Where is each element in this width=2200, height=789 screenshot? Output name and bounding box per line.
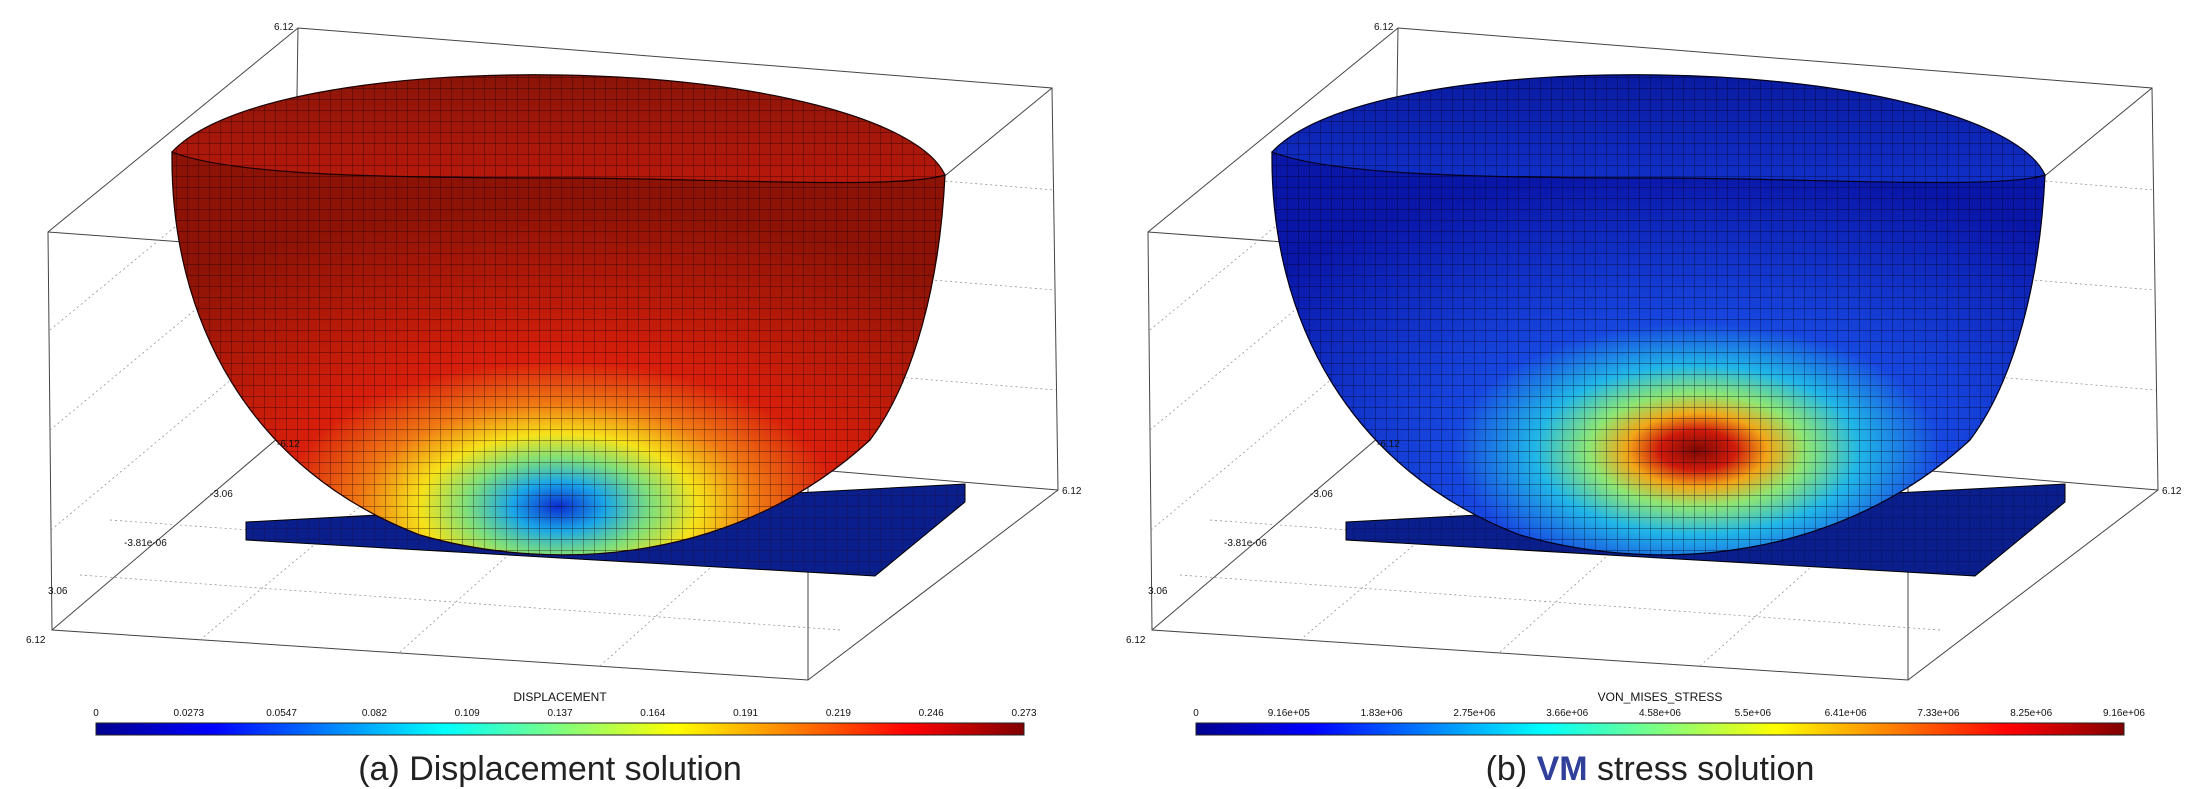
colorbar	[1195, 722, 2125, 736]
vm-stress-plot: 6.12 6.12 6.12 -6.12 -3.06 -3.81e-06 3.0…	[1126, 22, 2182, 736]
axis-label-top: 6.12	[274, 22, 294, 33]
colorbar-tick-label: 0.273	[1011, 708, 1037, 719]
colorbar-tick-label: 3.66e+06	[1546, 708, 1589, 719]
axis-label-y4: 3.06	[1148, 586, 1168, 597]
colorbar-tick-label: 0.082	[361, 708, 387, 719]
caption: (b) VM stress solution	[1100, 750, 2200, 789]
axis-label-left-bottom: 6.12	[26, 635, 46, 646]
colorbar-title: VON_MISES_STRESS	[1597, 690, 1723, 704]
colorbar-tick-label: 0.109	[454, 708, 480, 719]
axis-label-top: 6.12	[1374, 22, 1394, 33]
colorbar-title: DISPLACEMENT	[513, 690, 607, 704]
vm-stress-panel: 6.12 6.12 6.12 -6.12 -3.06 -3.81e-06 3.0…	[1100, 0, 2200, 789]
colorbar-tick-label: 8.25e+06	[2010, 708, 2053, 719]
displacement-panel: 6.12 6.12 6.12 -6.12 -3.06 -3.81e-06 3.0…	[0, 0, 1100, 789]
axis-label-y3: -3.81e-06	[124, 538, 167, 549]
colorbar-tick-label: 4.58e+06	[1639, 708, 1681, 719]
caption-highlight: VM	[1536, 750, 1588, 788]
colorbar-tick-label: 0.0547	[266, 708, 297, 719]
axis-label-y3: -3.81e-06	[1224, 538, 1267, 549]
colorbar-tick-label: 0.219	[825, 708, 851, 719]
colorbar-tick-label: 7.33e+06	[1917, 708, 1960, 719]
colorbar-tick-label: 0	[1193, 708, 1199, 719]
caption: (a) Displacement solution	[0, 750, 1100, 789]
colorbar-tick-label: 5.5e+06	[1734, 708, 1772, 719]
displacement-plot: 6.12 6.12 6.12 -6.12 -3.06 -3.81e-06 3.0…	[26, 22, 1082, 736]
colorbar-tick-label: 0.164	[640, 708, 666, 719]
axis-label-right: 6.12	[2162, 486, 2182, 497]
axis-label-y4: 3.06	[48, 586, 68, 597]
colorbar-tick-label: 2.75e+06	[1453, 708, 1496, 719]
colorbar-tick-label: 9.16e+06	[2103, 708, 2145, 719]
axis-label-y1: -6.12	[277, 439, 300, 450]
colorbar	[95, 722, 1025, 736]
colorbar-tick-label: 0.0273	[173, 708, 205, 719]
colorbar-tick-label: 0.137	[547, 708, 573, 719]
caption-prefix: (b)	[1485, 750, 1537, 788]
colorbar-tick-label: 1.83e+06	[1360, 708, 1403, 719]
colorbar-tick-label: 0	[93, 708, 99, 719]
axis-label-right: 6.12	[1062, 486, 1082, 497]
colorbar-tick-label: 0.191	[733, 708, 759, 719]
axis-label-y2: -3.06	[1310, 489, 1333, 500]
caption-suffix: stress solution	[1587, 750, 1815, 788]
colorbar-tick-label: 0.246	[918, 708, 944, 719]
caption-prefix: (a) Displacement solution	[358, 750, 742, 788]
colorbar-tick-label: 9.16e+05	[1267, 708, 1310, 719]
axis-label-y1: -6.12	[1377, 439, 1400, 450]
axis-label-left-bottom: 6.12	[1126, 635, 1146, 646]
axis-label-y2: -3.06	[210, 489, 233, 500]
colorbar-tick-label: 6.41e+06	[1824, 708, 1867, 719]
